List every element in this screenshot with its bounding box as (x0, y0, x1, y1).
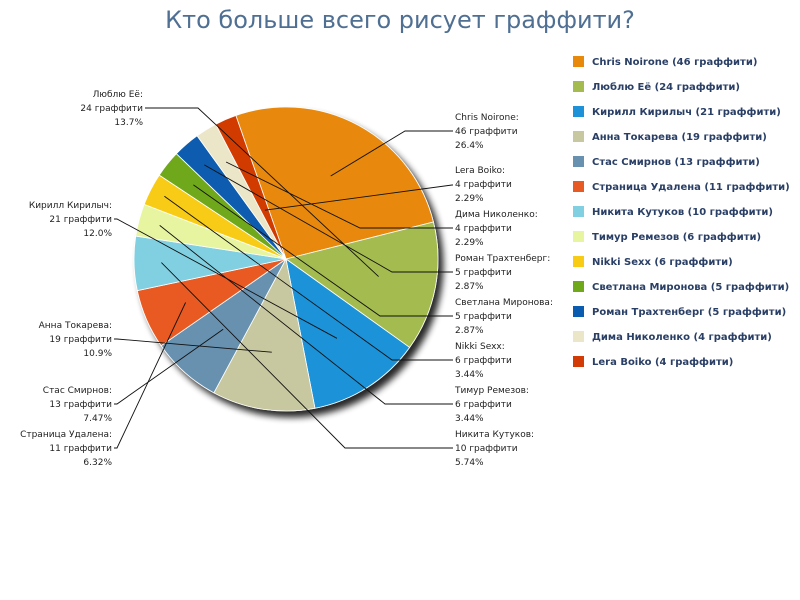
leader-line (264, 184, 453, 211)
slice-label-value: 5 граффити (455, 268, 512, 278)
slice-label-name: Люблю Её: (93, 90, 143, 100)
slice-label-percent: 26.4% (455, 141, 484, 151)
legend-entry: Анна Токарева (19 граффити) (592, 131, 767, 143)
legend-entry: Стас Смирнов (13 граффити) (592, 156, 760, 168)
slice-label-percent: 5.74% (455, 458, 484, 468)
legend-swatch (573, 231, 584, 242)
legend-swatch (573, 131, 584, 142)
slice-label-name: Дима Николенко: (455, 210, 538, 220)
legend-entry: Светлана Миронова (5 граффити) (592, 281, 789, 293)
legend-swatch (573, 181, 584, 192)
slice-label-value: 5 граффити (455, 312, 512, 322)
slice-label-value: 21 граффити (49, 215, 112, 225)
legend-entry: Страница Удалена (11 граффити) (592, 181, 790, 193)
slice-label-value: 4 граффити (455, 180, 512, 190)
legend-swatch (573, 356, 584, 367)
slice-label-value: 13 граффити (49, 400, 112, 410)
slice-label-value: 24 граффити (80, 104, 143, 114)
legend-swatch (573, 331, 584, 342)
legend-entry: Кирилл Кирилыч (21 граффити) (592, 106, 781, 118)
leader-line (161, 262, 453, 449)
slice-label-percent: 6.32% (83, 458, 112, 468)
leader-line (114, 218, 338, 339)
slice-label-value: 4 граффити (455, 224, 512, 234)
slice-label-percent: 12.0% (83, 229, 112, 239)
leader-line (164, 195, 453, 361)
legend-swatch (573, 206, 584, 217)
slice-label-name: Nikki Sexx: (455, 342, 505, 352)
legend-swatch (573, 306, 584, 317)
legend-swatch (573, 81, 584, 92)
slice-1 (235, 106, 434, 260)
slice-label-percent: 13.7% (114, 118, 143, 128)
legend-swatch (573, 156, 584, 167)
slice-label-value: 10 граффити (455, 444, 518, 454)
leader-line (225, 161, 453, 229)
slice-label-name: Анна Токарева: (39, 321, 112, 331)
leader-lines (114, 107, 453, 449)
leader-line (204, 164, 453, 273)
slice-label-name: Кирилл Кирилыч: (29, 201, 112, 211)
legend-swatch (573, 56, 584, 67)
slice-label-value: 19 граффити (49, 335, 112, 345)
leader-line (193, 184, 453, 317)
slice-label-percent: 2.87% (455, 326, 484, 336)
slice-label-percent: 2.87% (455, 282, 484, 292)
legend-swatch (573, 281, 584, 292)
slice-label-percent: 7.47% (83, 414, 112, 424)
slice-label-value: 6 граффити (455, 400, 512, 410)
leader-line (114, 338, 272, 353)
slice-labels: Chris Noirone: 46 граффити 26.4% Люблю Её: 2… (20, 90, 553, 468)
legend-entry: Люблю Её (24 граффити) (592, 81, 740, 93)
legend-entry: Роман Трахтенберг (5 граффити) (592, 306, 786, 318)
slice-4 (213, 257, 316, 412)
slice-label-name: Chris Noirone: (455, 113, 519, 123)
leader-line (159, 225, 453, 405)
slice-label-name: Никита Кутуков: (455, 430, 534, 440)
legend-swatch (573, 256, 584, 267)
legend-entry: Lera Boiko (4 граффити) (592, 356, 733, 368)
legend-entry: Тимур Ремезов (6 граффити) (592, 231, 761, 243)
leader-line (145, 107, 379, 277)
slice-label-value: 11 граффити (49, 444, 112, 454)
slice-label-name: Стас Смирнов: (43, 386, 112, 396)
slice-label-name: Lera Boiko: (455, 166, 505, 176)
legend: Chris Noirone (46 граффити) Люблю Её (24 … (573, 56, 790, 368)
slice-label-name: Светлана Миронова: (455, 298, 553, 308)
legend-entry: Chris Noirone (46 граффити) (592, 56, 757, 68)
leader-line (114, 302, 187, 449)
legend-entry: Никита Кутуков (10 граффити) (592, 206, 773, 218)
legend-entry: Nikki Sexx (6 граффити) (592, 256, 733, 268)
slice-label-name: Тимур Ремезов: (454, 386, 529, 396)
chart-title: Кто больше всего рисует граффити? (165, 6, 635, 34)
slice-label-percent: 2.29% (455, 238, 484, 248)
legend-swatch (573, 106, 584, 117)
legend-entry: Дима Николенко (4 граффити) (592, 331, 772, 343)
slice-label-percent: 2.29% (455, 194, 484, 204)
leader-line (330, 130, 453, 177)
leader-line (114, 328, 224, 405)
slice-label-name: Роман Трахтенберг: (455, 254, 550, 264)
slice-label-percent: 3.44% (455, 370, 484, 380)
slice-label-percent: 3.44% (455, 414, 484, 424)
pie-slices (133, 106, 439, 412)
slice-label-value: 46 граффити (455, 127, 518, 137)
slice-label-percent: 10.9% (83, 349, 112, 359)
slice-label-value: 6 граффити (455, 356, 512, 366)
slice-3 (285, 258, 411, 409)
slice-label-name: Страница Удалена: (20, 430, 112, 440)
